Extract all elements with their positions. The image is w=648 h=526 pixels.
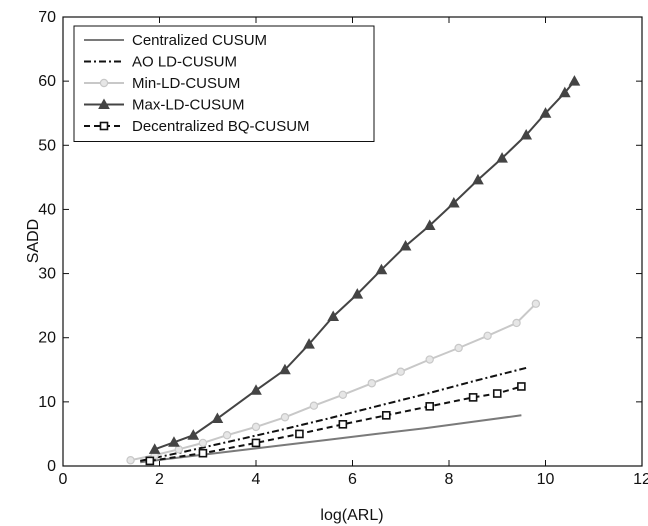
triangle-marker [472, 173, 484, 185]
square-marker [145, 456, 155, 466]
circle-marker [512, 318, 521, 328]
x-tick-label: 6 [348, 471, 357, 488]
legend-label: Min-LD-CUSUM [132, 75, 240, 92]
x-tick-label: 4 [252, 471, 261, 488]
legend: Centralized CUSUM AO LD-CUSUM Min-LD-CUSUM… [73, 25, 375, 142]
triangle-marker [351, 288, 364, 299]
y-tick-label: 50 [38, 137, 56, 154]
series-3 [126, 299, 541, 465]
square-marker [492, 389, 502, 398]
circle-marker [483, 331, 492, 340]
circle-marker [396, 367, 405, 376]
triangle-marker [211, 412, 224, 424]
legend-entry: Max-LD-CUSUM [84, 97, 245, 114]
circle-marker [309, 401, 319, 410]
circle-marker [425, 355, 434, 364]
square-marker [198, 448, 208, 458]
circle-marker [454, 343, 463, 353]
triangle-marker [375, 263, 388, 275]
x-tick-label: 2 [155, 471, 164, 488]
x-axis-label: log(ARL) [320, 507, 383, 524]
series-line [149, 385, 522, 462]
triangle-marker [327, 310, 340, 322]
x-tick-label: 12 [633, 471, 648, 488]
square-marker [425, 402, 435, 411]
circle-marker [367, 379, 376, 388]
triangle-marker [447, 196, 460, 208]
y-axis-label: SADD [25, 219, 42, 263]
square-marker [251, 438, 261, 448]
legend-label: Decentralized BQ-CUSUM [132, 118, 310, 135]
series-5 [145, 382, 526, 466]
legend-entry: Centralized CUSUM [84, 32, 267, 49]
triangle-marker [399, 239, 412, 251]
triangle-marker [568, 75, 581, 86]
y-tick-label: 20 [38, 330, 56, 347]
x-tick-label: 10 [537, 471, 555, 488]
legend-entry: Decentralized BQ-CUSUM [84, 118, 310, 135]
legend-label: Max-LD-CUSUM [132, 97, 245, 114]
series-line [139, 366, 527, 462]
x-tick-label: 8 [445, 471, 454, 488]
series-layer [126, 75, 581, 466]
triangle-marker [98, 98, 110, 109]
square-marker [338, 420, 348, 429]
square-marker [295, 429, 304, 439]
triangle-marker [187, 429, 200, 440]
triangle-marker [168, 436, 180, 447]
triangle-marker [423, 219, 436, 230]
triangle-marker [558, 86, 571, 98]
circle-marker [338, 390, 348, 400]
x-tick-label: 0 [59, 471, 68, 488]
square-marker [468, 393, 478, 402]
legend-label: Centralized CUSUM [132, 32, 267, 49]
circle-marker [251, 422, 261, 432]
circle-marker [531, 299, 541, 308]
circle-marker [280, 413, 290, 422]
square-marker [99, 121, 109, 131]
legend-entry: AO LD-CUSUM [84, 54, 237, 71]
y-tick-label: 40 [38, 201, 56, 218]
triangle-marker [303, 338, 315, 349]
series-line [130, 302, 537, 462]
square-marker [517, 382, 526, 391]
circle-marker [99, 78, 109, 88]
triangle-marker [279, 363, 291, 375]
triangle-marker [539, 107, 552, 118]
legend-entry: Min-LD-CUSUM [84, 75, 240, 92]
y-tick-label: 70 [38, 9, 56, 26]
y-tick-label: 30 [38, 266, 56, 283]
y-tick-label: 10 [38, 394, 56, 411]
triangle-marker [520, 128, 533, 140]
circle-marker [198, 438, 208, 448]
y-tick-label: 0 [47, 458, 56, 475]
series-4 [148, 75, 581, 454]
triangle-marker [250, 384, 262, 395]
legend-label: AO LD-CUSUM [132, 54, 237, 71]
circle-marker [126, 456, 135, 465]
circle-marker [174, 445, 183, 454]
y-tick-label: 60 [38, 73, 56, 90]
triangle-marker [496, 152, 508, 163]
triangle-marker [148, 443, 161, 454]
series-2 [139, 366, 527, 462]
square-marker [381, 411, 391, 420]
circle-marker [222, 431, 232, 440]
